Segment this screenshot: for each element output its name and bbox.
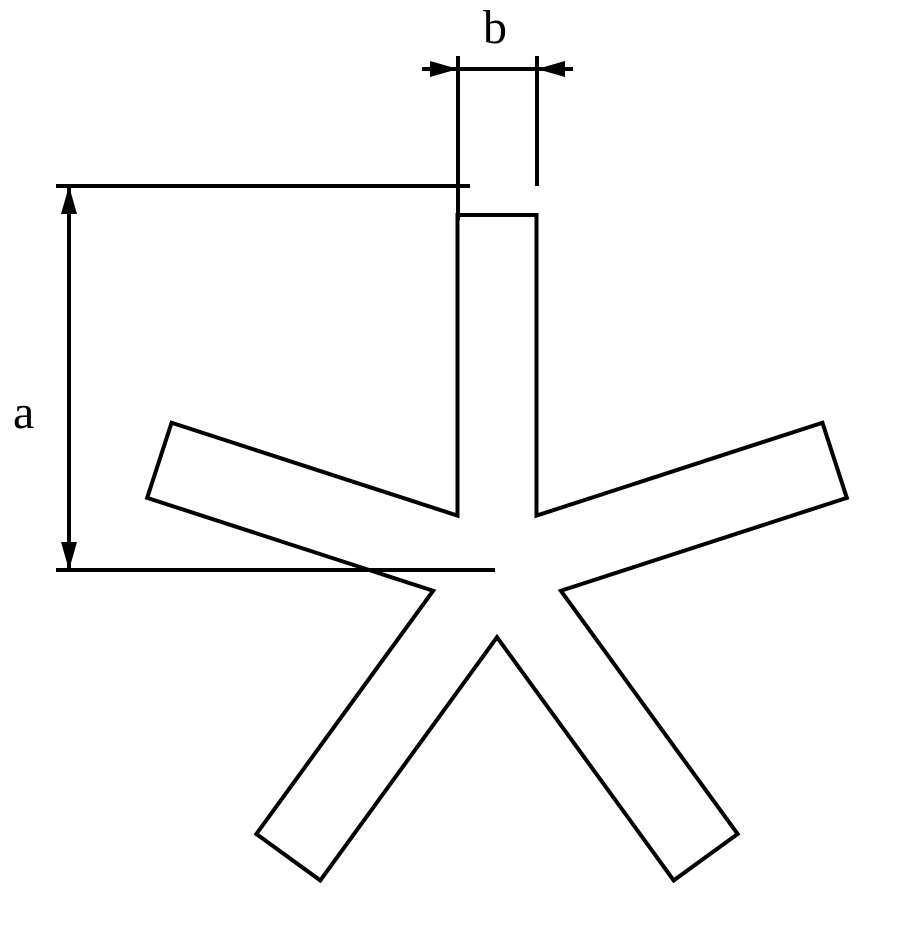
dim-a-arrow-bottom: [61, 542, 77, 570]
dim-b-arrow-left: [430, 61, 458, 77]
dim-b-arrow-right: [537, 61, 565, 77]
dim-a-arrow-top: [61, 186, 77, 214]
star-outline: [147, 215, 847, 880]
